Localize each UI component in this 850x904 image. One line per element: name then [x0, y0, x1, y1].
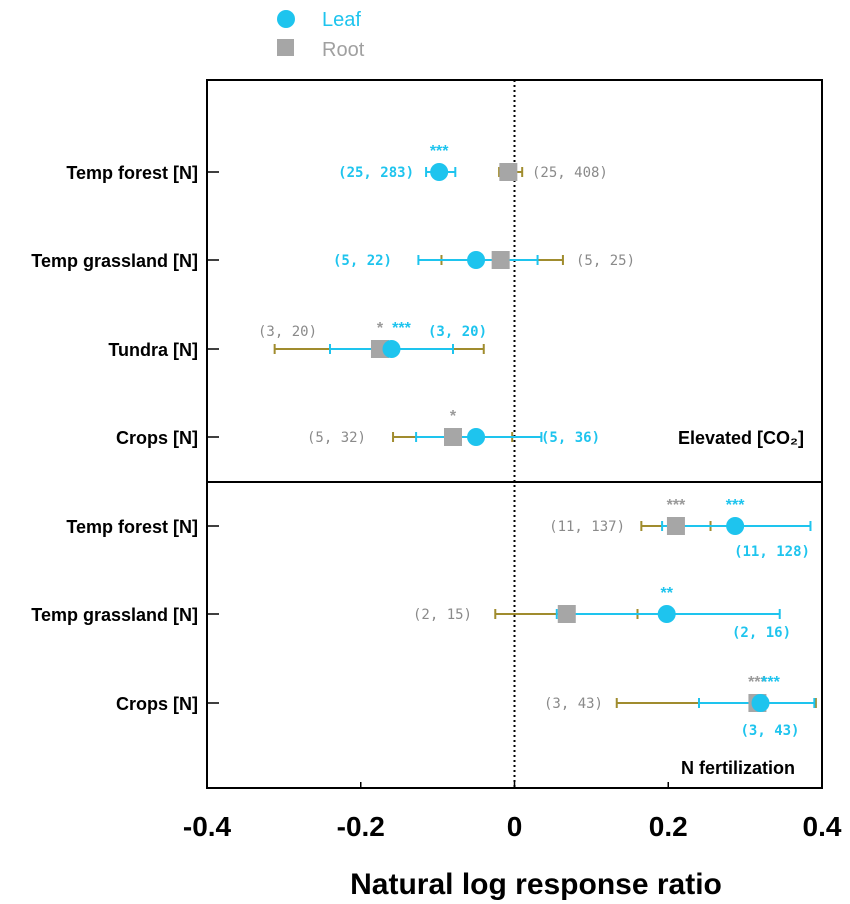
category-label: Temp forest [N]: [66, 517, 198, 537]
leaf-sample-size: (3, 43): [740, 723, 799, 739]
panel-label-n-fertilization: N fertilization: [681, 758, 795, 778]
category-label: Crops [N]: [116, 694, 198, 714]
plot-frame: [206, 79, 823, 789]
plot-labels: -0.4 -0.2 0 0.2 0.4 Natural log response rati…: [31, 143, 842, 901]
legend-root-label: Root: [322, 39, 365, 61]
leaf-point: [657, 605, 676, 623]
leaf-significance: **: [660, 585, 673, 602]
root-point: [666, 517, 685, 535]
leaf-sample-size: (11, 128): [734, 544, 810, 560]
x-tick-label: -0.4: [183, 811, 232, 842]
legend-root-marker: [277, 39, 294, 56]
leaf-point: [430, 163, 449, 181]
root-sample-size: (25, 408): [532, 165, 608, 181]
leaf-point: [751, 694, 770, 712]
panel-label-elevated-co2: Elevated [CO₂]: [678, 428, 804, 448]
x-tick-label: -0.2: [337, 811, 385, 842]
root-point: [444, 428, 462, 446]
leaf-point: [382, 340, 401, 358]
root-sample-size: (5, 25): [576, 253, 635, 269]
leaf-point: [467, 428, 486, 446]
root-sample-size: (2, 15): [413, 607, 472, 623]
leaf-point: [726, 517, 745, 535]
leaf-significance: ***: [761, 674, 780, 691]
leaf-significance: ***: [726, 497, 745, 514]
root-sample-size: (5, 32): [307, 430, 366, 446]
category-label: Temp forest [N]: [66, 163, 198, 183]
root-point: [491, 251, 510, 269]
x-tick-label: 0: [507, 811, 523, 842]
root-sample-size: (3, 20): [258, 324, 317, 340]
root-sample-size: (11, 137): [549, 519, 625, 535]
category-label: Tundra [N]: [108, 340, 198, 360]
category-label: Crops [N]: [116, 428, 198, 448]
leaf-sample-size: (25, 283): [338, 165, 414, 181]
legend: Leaf Root: [277, 9, 365, 61]
root-significance: ***: [667, 497, 686, 514]
leaf-point: [467, 251, 486, 269]
root-point: [499, 163, 518, 181]
root-point: [557, 605, 576, 623]
root-sample-size: (3, 43): [544, 696, 603, 712]
leaf-significance: ***: [430, 143, 449, 160]
leaf-sample-size: (5, 22): [333, 253, 392, 269]
category-label: Temp grassland [N]: [31, 605, 198, 625]
x-tick-label: 0.2: [649, 811, 688, 842]
root-significance: *: [450, 408, 457, 425]
leaf-sample-size: (3, 20): [428, 324, 487, 340]
x-tick-label: 0.4: [803, 811, 842, 842]
x-axis-title: Natural log response ratio: [350, 868, 722, 901]
root-significance: *: [377, 320, 384, 337]
root-significance: ***: [748, 674, 767, 691]
legend-leaf-marker: [277, 10, 295, 28]
leaf-sample-size: (2, 16): [732, 625, 791, 641]
plot-marks: [273, 163, 817, 712]
leaf-significance: ***: [392, 320, 411, 337]
legend-leaf-label: Leaf: [322, 9, 361, 31]
leaf-sample-size: (5, 36): [541, 430, 600, 446]
category-label: Temp grassland [N]: [31, 251, 198, 271]
